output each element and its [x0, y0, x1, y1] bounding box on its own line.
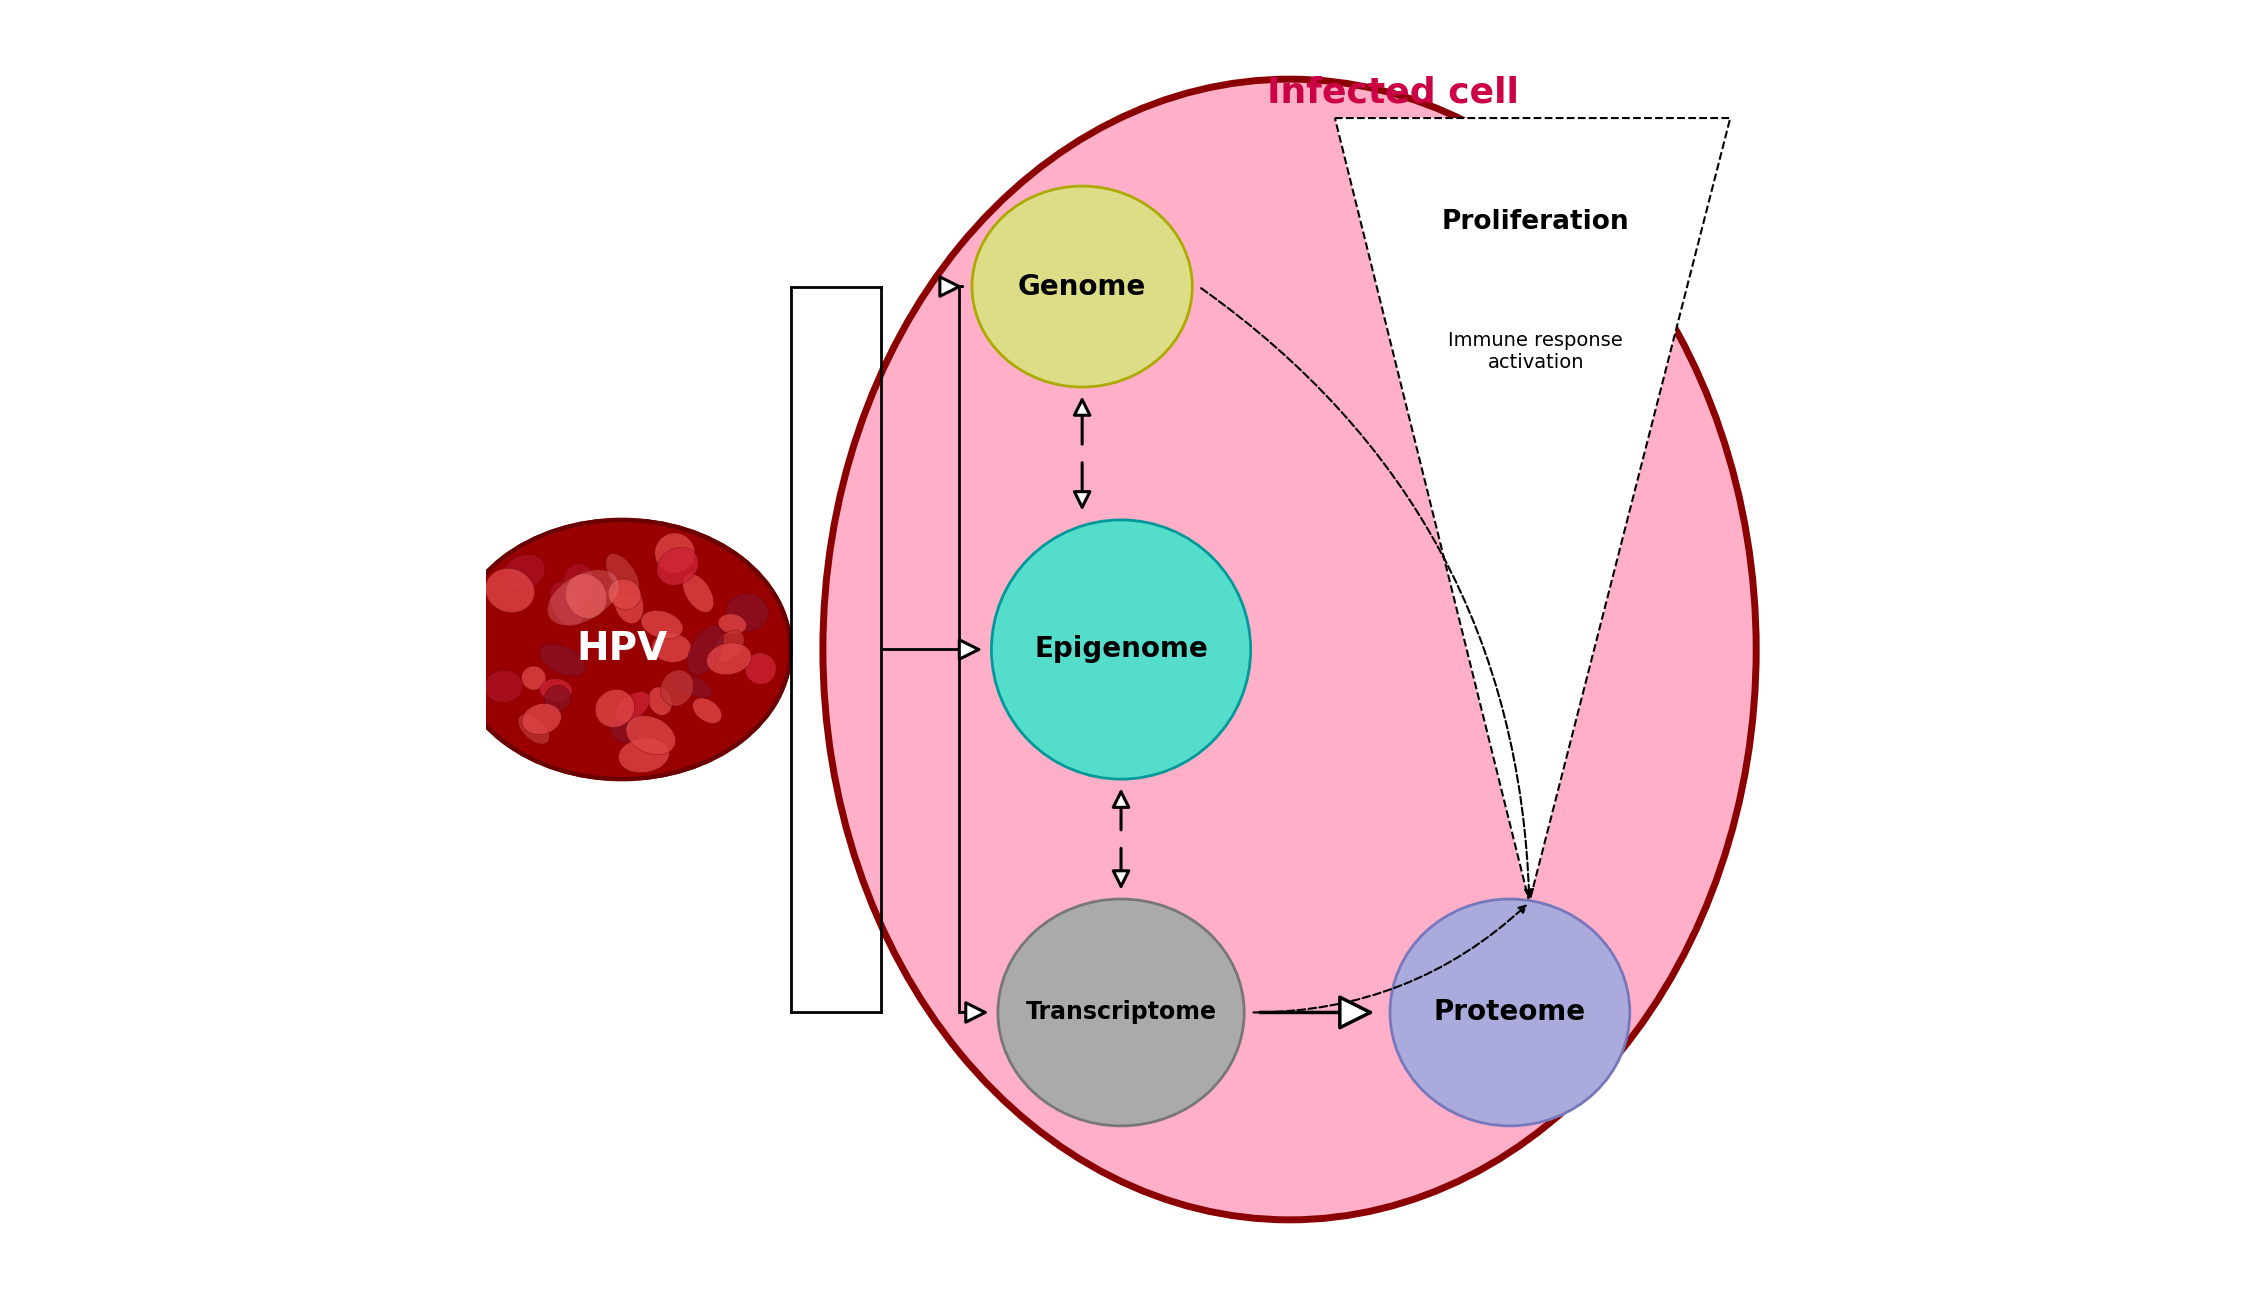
Text: HPV: HPV [576, 630, 667, 669]
Text: Immune response
activation: Immune response activation [1449, 331, 1624, 372]
Ellipse shape [708, 643, 751, 674]
Ellipse shape [594, 690, 635, 727]
Text: Transcriptome: Transcriptome [1025, 1000, 1216, 1025]
Ellipse shape [610, 709, 640, 743]
Ellipse shape [501, 555, 544, 592]
Ellipse shape [540, 678, 572, 701]
Text: Infected cell: Infected cell [1268, 75, 1520, 109]
Ellipse shape [998, 899, 1245, 1126]
FancyArrowPatch shape [1254, 905, 1526, 1012]
Ellipse shape [649, 687, 671, 716]
Ellipse shape [660, 670, 694, 707]
Ellipse shape [823, 79, 1755, 1220]
Ellipse shape [615, 691, 651, 722]
Ellipse shape [544, 685, 572, 711]
Ellipse shape [565, 574, 608, 618]
Text: Epigenome: Epigenome [1034, 635, 1209, 664]
Ellipse shape [547, 570, 619, 625]
Ellipse shape [619, 738, 669, 773]
Ellipse shape [658, 547, 699, 585]
FancyArrowPatch shape [1202, 288, 1533, 898]
Ellipse shape [744, 653, 776, 685]
Ellipse shape [973, 186, 1193, 387]
Ellipse shape [687, 626, 723, 675]
Ellipse shape [522, 704, 560, 734]
Ellipse shape [485, 670, 524, 703]
Ellipse shape [991, 520, 1250, 779]
Ellipse shape [692, 698, 721, 724]
Text: Genome: Genome [1018, 273, 1145, 300]
Ellipse shape [540, 644, 585, 675]
Ellipse shape [485, 569, 535, 613]
Ellipse shape [651, 633, 692, 662]
Ellipse shape [642, 611, 683, 639]
Ellipse shape [655, 533, 694, 573]
Ellipse shape [606, 553, 640, 595]
Ellipse shape [626, 716, 676, 755]
Ellipse shape [608, 579, 642, 609]
Ellipse shape [549, 581, 585, 627]
Ellipse shape [726, 594, 769, 631]
Ellipse shape [562, 564, 594, 604]
Text: Proteome: Proteome [1433, 999, 1585, 1026]
Ellipse shape [671, 673, 712, 698]
Ellipse shape [522, 666, 547, 690]
Ellipse shape [615, 582, 644, 624]
Ellipse shape [714, 630, 744, 661]
Ellipse shape [719, 614, 746, 634]
Ellipse shape [454, 520, 792, 779]
Text: Proliferation: Proliferation [1442, 209, 1631, 235]
Ellipse shape [1390, 899, 1631, 1126]
Ellipse shape [683, 574, 714, 612]
Ellipse shape [517, 713, 549, 744]
Polygon shape [1336, 118, 1730, 903]
